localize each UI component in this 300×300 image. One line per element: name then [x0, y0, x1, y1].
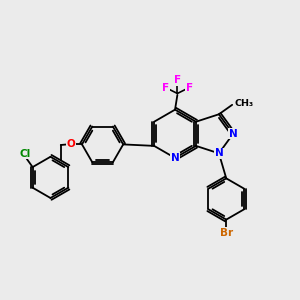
Text: Cl: Cl [20, 149, 31, 159]
Text: CH₃: CH₃ [235, 99, 254, 108]
Text: F: F [186, 82, 193, 93]
Text: N: N [214, 148, 223, 158]
Text: F: F [174, 75, 181, 85]
Text: Br: Br [220, 228, 233, 238]
Text: F: F [162, 82, 169, 93]
Text: N: N [171, 153, 179, 163]
Text: O: O [67, 140, 76, 149]
Text: N: N [229, 129, 238, 139]
